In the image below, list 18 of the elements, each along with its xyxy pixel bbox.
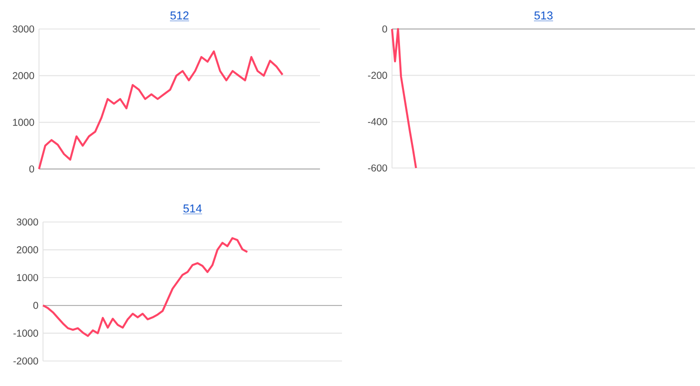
chart-title: 512	[170, 11, 188, 20]
y-tick-label: 0	[29, 165, 34, 173]
line-series	[38, 50, 284, 170]
y-tick-label: -200	[368, 72, 388, 79]
y-tick-label: 1000	[13, 118, 34, 126]
y-tick-label: 2000	[12, 72, 34, 80]
y-tick-label: 0	[382, 25, 388, 33]
y-tick-label: 3000	[16, 218, 38, 226]
y-tick-label: -1000	[13, 330, 38, 337]
chart-title: 513	[534, 11, 553, 20]
chart-title: 514	[183, 204, 202, 213]
y-tick-label: -2000	[13, 357, 38, 365]
y-tick-label: 1000	[17, 274, 38, 282]
y-tick-label: 0	[33, 302, 38, 309]
y-tick-label: 2000	[16, 246, 38, 254]
y-tick-label: -400	[368, 118, 388, 126]
y-tick-label: -600	[368, 164, 388, 172]
y-tick-label: 3000	[12, 25, 34, 33]
